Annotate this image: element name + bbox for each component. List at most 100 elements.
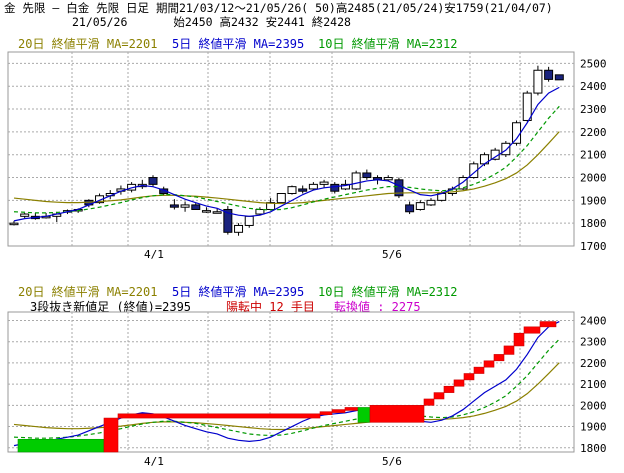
- top-x-tick-label: 5/6: [382, 248, 402, 261]
- top-y-tick-label: 2100: [580, 149, 607, 162]
- bottom-x-tick-label: 4/1: [144, 455, 164, 468]
- candle-body-up: [244, 215, 254, 226]
- bottom-y-tick-label: 2100: [580, 378, 607, 391]
- candle: [201, 207, 211, 213]
- tlb-brick-up: [433, 392, 445, 400]
- top-y-tick-label: 2300: [580, 103, 607, 116]
- legend-ma5: 5日 終値平滑 MA=2395: [172, 37, 305, 51]
- top-y-tick-label: 2200: [580, 126, 607, 139]
- candle: [9, 220, 19, 226]
- candle: [287, 185, 297, 195]
- top-plot-frame: [7, 51, 575, 247]
- candle-body-up: [501, 142, 511, 156]
- candle: [554, 74, 564, 81]
- tlb-brick-up: [331, 409, 346, 413]
- top-ma10-line: [13, 105, 560, 214]
- candle-body-up: [255, 208, 265, 215]
- title-bar: 金 先限 – 白金 先限 日足 期間21/03/12～21/05/26( 50)…: [0, 0, 624, 30]
- candle-body-down: [544, 69, 554, 80]
- tlb-brick-up: [103, 417, 119, 453]
- bottom-x-tick-label: 5/6: [382, 455, 402, 468]
- top-y-tick-label: 2500: [580, 57, 607, 70]
- bottom-y-tick-label: 1800: [580, 442, 607, 455]
- candle-body-up: [234, 224, 244, 233]
- candle: [276, 193, 286, 204]
- candle: [351, 170, 361, 191]
- candle: [426, 198, 436, 207]
- candle: [191, 202, 201, 210]
- candle: [319, 179, 329, 188]
- candle: [20, 212, 30, 219]
- bottom-y-tick-label: 2400: [580, 314, 607, 327]
- candle-body-up: [212, 211, 222, 214]
- tlb-brick-up: [513, 332, 525, 347]
- candle: [180, 201, 190, 212]
- bottom-y-tick-label: 2200: [580, 357, 607, 370]
- tlb-info-turn: 転換値 : 2275: [334, 300, 421, 314]
- candle: [330, 182, 340, 194]
- legend2-ma20: 20日 終値平滑 MA=2201: [18, 285, 158, 299]
- candle-body-up: [340, 183, 350, 190]
- candle-body-down: [169, 204, 179, 208]
- tlb-brick-up: [453, 379, 465, 387]
- bottom-y-tick-label: 2000: [580, 399, 607, 412]
- candle: [308, 182, 318, 191]
- candle-body-up: [426, 199, 436, 206]
- candle-body-up: [512, 122, 522, 144]
- bottom-y-tick-label: 1900: [580, 421, 607, 434]
- candle: [148, 175, 158, 187]
- top-y-tick-label: 1800: [580, 217, 607, 230]
- legend2-ma5: 5日 終値平滑 MA=2395: [172, 285, 305, 299]
- tlb-brick-up: [463, 373, 475, 381]
- candle-body-down: [405, 204, 415, 213]
- candle-body-up: [415, 202, 425, 210]
- candle: [223, 206, 233, 235]
- tlb-brick-down: [17, 438, 105, 453]
- tlb-brick-up: [369, 405, 425, 423]
- candle-body-down: [330, 183, 340, 192]
- candle-body-down: [298, 188, 308, 192]
- candle-body-down: [362, 172, 372, 179]
- tlb-brick-up: [423, 398, 435, 406]
- candle: [383, 175, 393, 181]
- tlb-brick-up: [523, 326, 541, 334]
- candle: [544, 66, 554, 82]
- ohlc-summary: 21/05/26 始2450 高2432 安2441 終2428: [72, 15, 351, 29]
- candle-body-up: [383, 177, 393, 181]
- candle: [234, 223, 244, 236]
- tlb-info-status: 陽転中 12 手目: [226, 300, 315, 314]
- top-y-tick-label: 1900: [580, 194, 607, 207]
- candle: [415, 200, 425, 211]
- candle-body-up: [9, 222, 19, 226]
- chart-title: 金 先限 – 白金 先限 日足 期間21/03/12～21/05/26( 50)…: [4, 1, 553, 15]
- candle: [169, 199, 179, 210]
- top-ma5-line: [13, 86, 560, 222]
- candle: [533, 65, 543, 96]
- legend2-ma10: 10日 終値平滑 MA=2312: [318, 285, 458, 299]
- tlb-brick-up: [319, 411, 333, 415]
- legend-ma20: 20日 終値平滑 MA=2201: [18, 37, 158, 51]
- candle-body-up: [20, 213, 30, 217]
- candle-body-up: [308, 183, 318, 190]
- tlb-brick-up: [493, 354, 505, 362]
- tlb-brick-up: [473, 366, 485, 374]
- candle-body-up: [469, 163, 479, 179]
- candle-body-up: [522, 92, 532, 121]
- top-y-tick-label: 2400: [580, 80, 607, 93]
- tlb-brick-down: [357, 407, 371, 423]
- tlb-brick-up: [443, 385, 455, 393]
- candle: [394, 177, 404, 199]
- tlb-brick-up: [539, 321, 557, 328]
- bottom-plot-frame: [7, 311, 575, 453]
- candle-body-up: [533, 69, 543, 94]
- candle-body-up: [180, 204, 190, 208]
- candle: [212, 208, 222, 214]
- tlb-brick-up: [117, 413, 321, 419]
- candle: [362, 169, 372, 180]
- tlb-brick-up: [483, 360, 495, 368]
- candle-body-up: [458, 177, 468, 190]
- top-y-tick-label: 2000: [580, 172, 607, 185]
- top-x-tick-label: 4/1: [144, 248, 164, 261]
- candle: [522, 90, 532, 122]
